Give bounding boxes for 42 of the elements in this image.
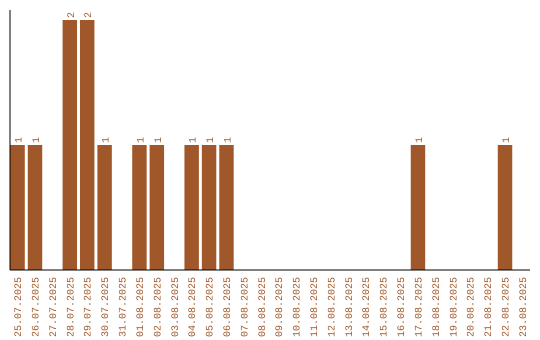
x-tick-label: 30.07.2025 xyxy=(101,277,112,338)
data-label: 1 xyxy=(32,136,43,143)
data-label: 1 xyxy=(206,136,218,143)
data-label: 1 xyxy=(502,136,514,143)
x-tick-label: 21.08.2025 xyxy=(484,277,496,338)
x-tick-label: 17.08.2025 xyxy=(414,277,426,338)
x-tick-label: 09.08.2025 xyxy=(275,277,286,338)
data-label: 1 xyxy=(102,136,113,143)
x-tick-label: 13.08.2025 xyxy=(344,277,356,338)
x-tick-label: 02.08.2025 xyxy=(153,277,164,338)
x-tick-label: 11.08.2025 xyxy=(310,277,322,338)
x-tick-label: 10.08.2025 xyxy=(292,277,304,338)
x-tick-label: 20.08.2025 xyxy=(466,277,478,338)
x-tick-label: 06.08.2025 xyxy=(222,277,234,338)
data-label: 1 xyxy=(154,136,165,143)
x-tick-label: 18.08.2025 xyxy=(432,277,443,338)
x-tick-label: 03.08.2025 xyxy=(170,277,182,338)
x-tick-label: 31.07.2025 xyxy=(118,277,130,338)
x-tick-label: 01.08.2025 xyxy=(136,277,147,338)
x-tick-label: 22.08.2025 xyxy=(502,277,513,338)
x-tick-label: 04.08.2025 xyxy=(188,277,200,338)
data-label: 2 xyxy=(66,12,78,18)
data-label: 1 xyxy=(136,136,148,143)
x-tick-label: 16.08.2025 xyxy=(397,277,408,338)
x-tick-label: 26.07.2025 xyxy=(31,277,42,338)
data-label: 1 xyxy=(223,136,234,143)
data-label: 1 xyxy=(188,136,200,143)
x-tick-label: 19.08.2025 xyxy=(449,277,460,338)
data-label: 1 xyxy=(414,136,426,143)
data-label: 1 xyxy=(14,136,26,143)
x-tick-label: 14.08.2025 xyxy=(362,277,374,338)
x-tick-label: 25.07.2025 xyxy=(14,277,26,338)
data-label: 2 xyxy=(84,12,96,18)
x-tick-label: 12.08.2025 xyxy=(327,277,338,338)
x-tick-label: 23.08.2025 xyxy=(518,277,530,338)
x-tick-label: 29.07.2025 xyxy=(84,277,95,338)
x-tick-label: 15.08.2025 xyxy=(380,277,391,338)
x-tick-label: 28.07.2025 xyxy=(66,277,78,338)
x-tick-label: 27.07.2025 xyxy=(48,277,60,338)
x-tick-label: 07.08.2025 xyxy=(240,277,252,338)
x-tick-label: 05.08.2025 xyxy=(206,277,217,338)
x-tick-label: 08.08.2025 xyxy=(258,277,269,338)
